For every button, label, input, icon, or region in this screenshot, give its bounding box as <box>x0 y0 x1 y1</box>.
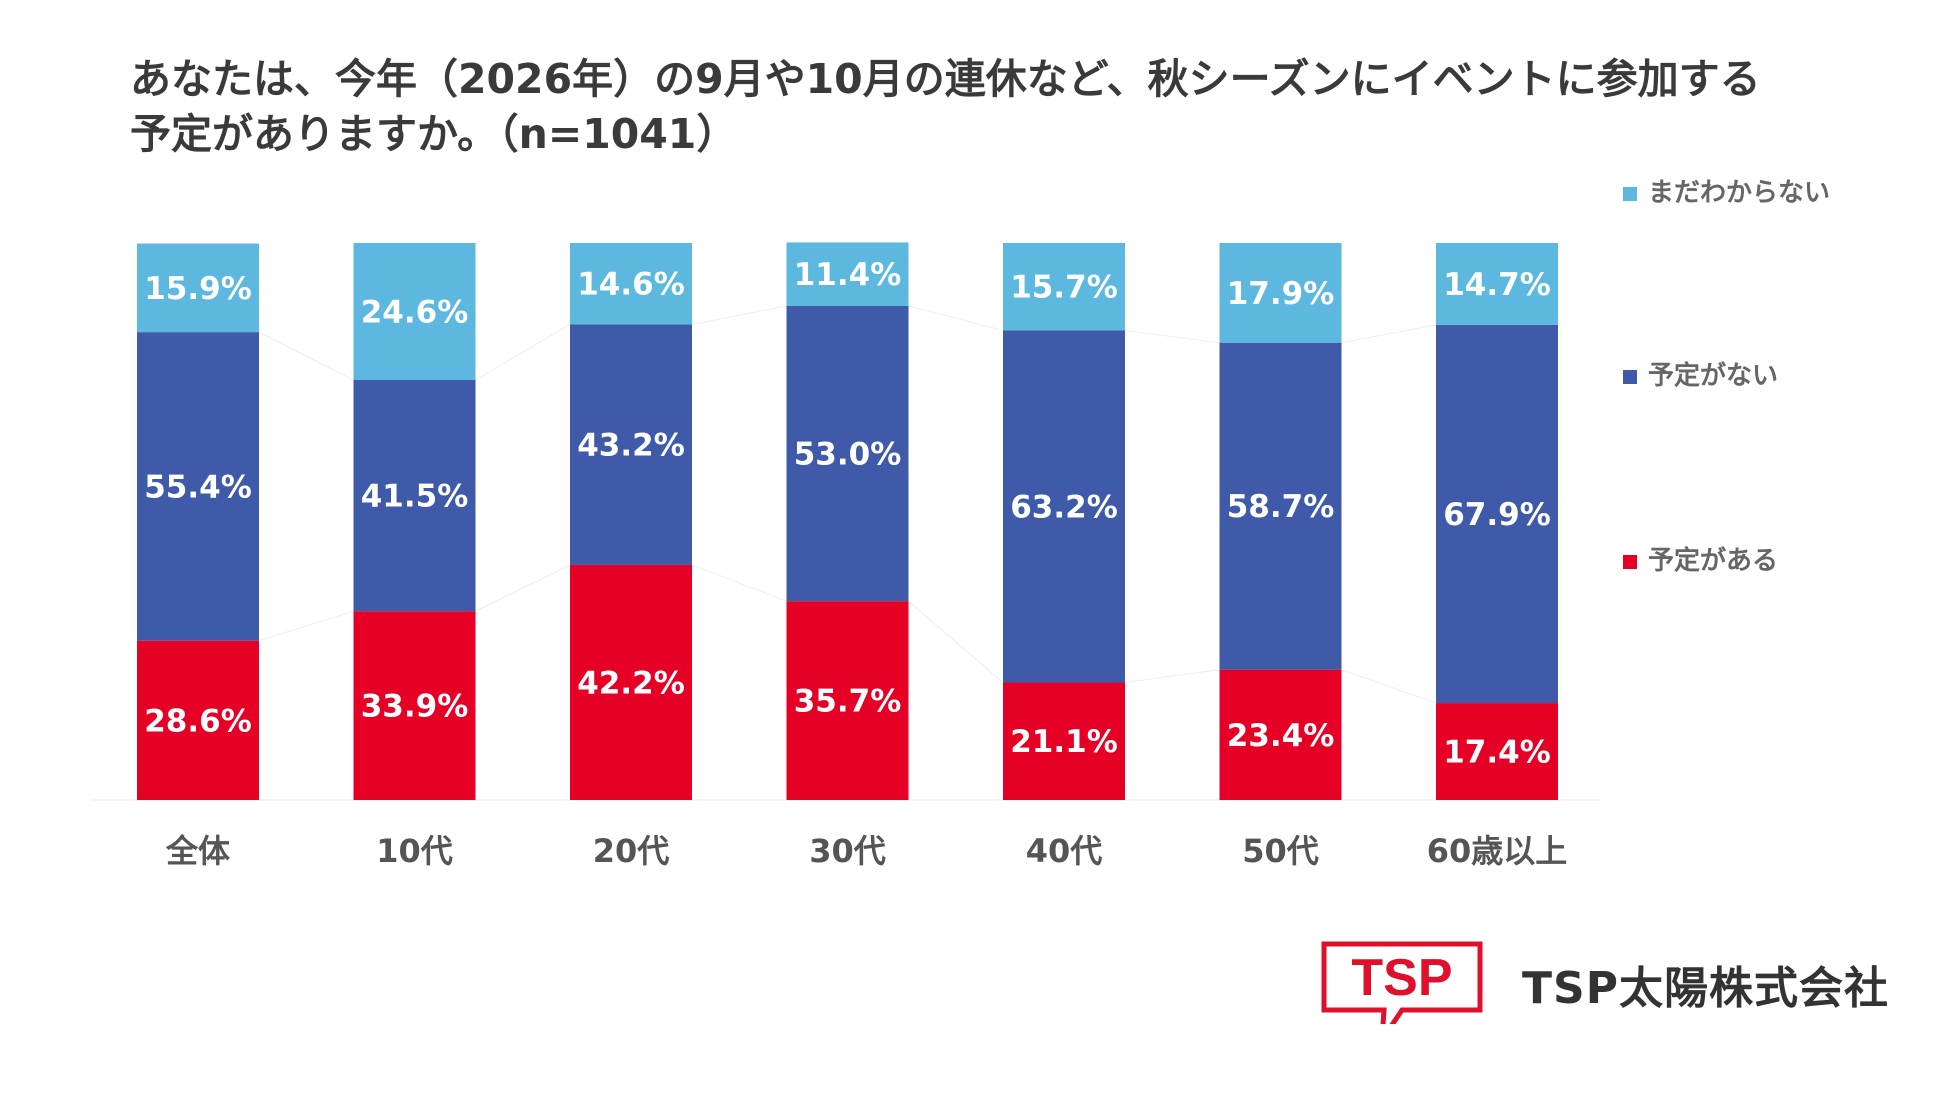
tsp-logo: TSP <box>1321 941 1483 1024</box>
x-tick-label: 50代 <box>1242 832 1319 870</box>
series-connector-line <box>908 600 1004 683</box>
x-tick-label: 10代 <box>376 832 453 870</box>
series-connector-line <box>908 305 1004 331</box>
legend-swatch <box>1623 187 1637 201</box>
bar-segment-まだわからない-20代 <box>570 243 692 325</box>
x-tick-label: 20代 <box>593 832 670 870</box>
data-label: 67.9% <box>1443 497 1551 533</box>
data-label: 53.0% <box>794 437 902 473</box>
bar-segment-予定がない-20代 <box>570 324 692 565</box>
x-tick-label: 30代 <box>809 832 886 870</box>
x-tick-label: 60歳以上 <box>1427 832 1568 870</box>
data-label: 15.9% <box>144 271 252 307</box>
bar-segment-予定がない-60歳以上 <box>1436 324 1558 704</box>
bar-segment-予定がない-全体 <box>137 332 259 641</box>
bar-segment-まだわからない-全体 <box>137 243 259 333</box>
legend-swatch <box>1623 370 1637 384</box>
company-name: TSP太陽株式会社 <box>1522 963 1889 1014</box>
bar-segment-まだわからない-60歳以上 <box>1436 243 1558 325</box>
data-label: 14.6% <box>577 267 685 303</box>
data-label: 23.4% <box>1227 718 1335 754</box>
x-tick-label: 40代 <box>1026 832 1103 870</box>
data-label: 63.2% <box>1010 489 1118 525</box>
series-connector-line <box>691 564 787 602</box>
data-label: 24.6% <box>361 295 469 331</box>
bar-segment-予定がない-40代 <box>1003 330 1125 683</box>
series-connector-line <box>475 564 571 612</box>
bar-segment-まだわからない-50代 <box>1219 243 1342 343</box>
series-connector-line <box>258 331 354 381</box>
data-label: 17.4% <box>1443 735 1551 771</box>
bar-segment-予定がない-30代 <box>786 305 909 602</box>
data-label: 17.9% <box>1227 276 1335 312</box>
series-connector-line <box>1124 669 1220 683</box>
series-connector-line <box>691 305 787 325</box>
legend-label: 予定がある <box>1648 545 1778 576</box>
bar-segment-まだわからない-30代 <box>786 242 909 306</box>
data-label: 11.4% <box>794 257 902 293</box>
bar-segment-予定がある-60歳以上 <box>1436 703 1558 800</box>
chart-title-line-2: 予定がありますか。（n=1041） <box>130 110 738 158</box>
x-tick-label: 全体 <box>165 832 230 870</box>
series-connector-line <box>1341 669 1437 704</box>
chart-title-line-1: あなたは、今年（2026年）の9月や10月の連休など、秋シーズンにイベントに参加… <box>130 55 1761 103</box>
data-label: 21.1% <box>1010 724 1118 760</box>
data-label: 35.7% <box>794 684 902 720</box>
data-label: 15.7% <box>1010 270 1118 306</box>
logo-text: TSP <box>1351 949 1452 1007</box>
stacked-bar-chart: 28.6% 55.4% 15.9% 全体 33.9% 41.5% 24.6% 10代 42.2%… <box>90 178 1830 870</box>
series-connector-line <box>1124 329 1220 344</box>
bar-segment-予定がある-全体 <box>137 640 259 800</box>
series-connector-line <box>475 323 571 381</box>
bar-segment-予定がある-30代 <box>786 601 909 800</box>
bar-segment-まだわからない-10代 <box>353 243 476 381</box>
data-label: 14.7% <box>1443 267 1551 303</box>
data-label: 41.5% <box>361 479 469 515</box>
data-label: 55.4% <box>144 469 252 505</box>
chart-title: あなたは、今年（2026年）の9月や10月の連休など、秋シーズンにイベントに参加… <box>130 52 1830 162</box>
bar-segment-予定がある-20代 <box>570 564 692 800</box>
bar-segment-予定がある-10代 <box>353 611 476 800</box>
bar-segment-予定がない-50代 <box>1219 342 1342 670</box>
bar-segment-予定がない-10代 <box>353 380 476 612</box>
data-label: 58.7% <box>1227 489 1335 525</box>
data-label: 42.2% <box>577 665 685 701</box>
bar-segment-予定がある-40代 <box>1003 682 1125 800</box>
legend-swatch <box>1623 555 1637 569</box>
legend-label: まだわからない <box>1648 178 1830 208</box>
data-label: 33.9% <box>361 689 469 725</box>
data-label: 43.2% <box>577 428 685 464</box>
legend-label: 予定がない <box>1648 360 1778 391</box>
data-label: 28.6% <box>144 703 252 739</box>
bar-segment-予定がある-50代 <box>1219 669 1342 800</box>
series-connector-line <box>1341 324 1437 344</box>
bar-segment-まだわからない-40代 <box>1003 243 1125 331</box>
series-connector-line <box>258 610 354 642</box>
logo-speech-bubble-icon <box>1321 941 1483 1024</box>
